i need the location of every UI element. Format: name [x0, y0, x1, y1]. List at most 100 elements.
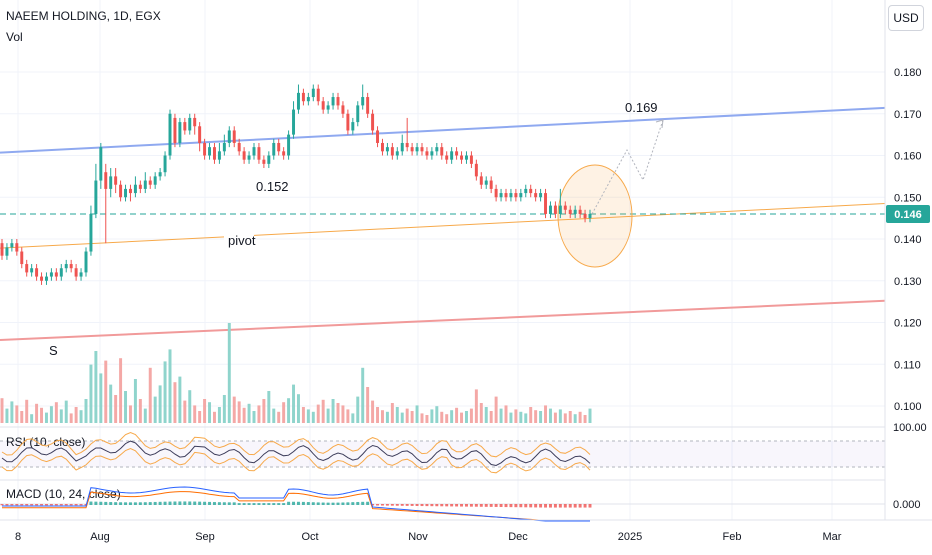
macd-histogram-bar: [44, 504, 48, 506]
volume-bar: [450, 410, 454, 423]
volume-bar: [128, 405, 132, 423]
volume-bar: [10, 401, 14, 423]
macd-histogram-bar: [203, 501, 207, 505]
macd-histogram-bar: [405, 504, 409, 506]
candle-body: [400, 142, 404, 152]
volume-bar: [287, 398, 291, 423]
volume-bar: [188, 390, 192, 423]
volume-bar: [262, 399, 266, 423]
volume-bar: [479, 403, 483, 423]
macd-histogram-bar: [79, 504, 83, 506]
macd-histogram-bar: [183, 501, 187, 505]
macd-histogram-bar: [109, 502, 113, 505]
volume-bar: [578, 411, 582, 423]
candle-body: [133, 184, 137, 194]
candle-body: [464, 155, 468, 160]
volume-bar: [331, 399, 335, 423]
volume-bar: [74, 407, 78, 423]
candle-body: [405, 142, 409, 148]
candle-body: [114, 176, 118, 185]
pivot-line: [0, 203, 886, 249]
volume-bar: [306, 409, 310, 423]
last-price-tag-label: 0.146: [894, 209, 922, 221]
candle-body: [420, 147, 424, 152]
macd-histogram-bar: [212, 502, 216, 505]
macd-histogram-bar: [509, 504, 513, 508]
volume-bar: [163, 361, 167, 423]
volume-bar: [198, 411, 202, 423]
macd-histogram-bar: [99, 501, 103, 505]
pivot-label-bg: [224, 232, 254, 248]
macd-histogram-bar: [400, 504, 404, 506]
volume-bar: [301, 407, 305, 423]
candle-body: [450, 151, 454, 160]
macd-histogram-bar: [460, 504, 464, 507]
macd-histogram-bar: [222, 502, 226, 505]
volume-bar: [222, 395, 226, 423]
time-tick-label: 2025: [618, 531, 642, 543]
price-tick-label: 0.140: [894, 234, 922, 246]
candle-body: [390, 147, 394, 156]
volume-bar: [410, 411, 414, 423]
macd-histogram-bar: [287, 501, 291, 505]
macd-histogram-bar: [479, 504, 483, 507]
candle-body: [306, 97, 310, 102]
candle-body: [30, 268, 34, 273]
candle-body: [499, 193, 503, 198]
candle-body: [178, 122, 182, 143]
time-tick-label: Oct: [301, 531, 318, 543]
macd-histogram-bar: [385, 504, 389, 506]
candle-body: [5, 247, 9, 256]
macd-histogram-bar: [54, 504, 58, 506]
macd-histogram-bar: [173, 501, 177, 505]
volume-bar: [178, 376, 182, 423]
candle-body: [588, 213, 592, 219]
candle-body: [534, 193, 538, 198]
macd-histogram-bar: [272, 503, 276, 505]
macd-histogram-bar: [390, 504, 394, 506]
candle-body: [296, 92, 300, 110]
volume-bar: [148, 367, 152, 423]
candle-body: [331, 97, 335, 106]
volume-bar: [380, 410, 384, 423]
rsi-tick-label: 100.00: [893, 422, 927, 434]
macd-histogram-bar: [74, 504, 78, 506]
price-tick-label: 0.110: [894, 359, 921, 371]
volume-bar: [321, 399, 325, 423]
candle-body: [489, 180, 493, 189]
candle-body: [212, 147, 216, 160]
currency-button[interactable]: USD: [888, 5, 924, 31]
volume-bar: [79, 410, 83, 423]
pivot-annotation: pivot: [228, 233, 256, 248]
volume-bar: [371, 400, 375, 423]
level-annotation: 0.152: [256, 179, 289, 194]
candle-body: [568, 209, 572, 214]
candle-body: [20, 251, 24, 265]
candle-body: [232, 130, 236, 143]
volume-bar: [133, 379, 137, 423]
volume-bar: [519, 411, 523, 423]
macd-histogram-bar: [548, 504, 552, 508]
candle-body: [153, 176, 157, 185]
candle-body: [40, 276, 44, 281]
macd-histogram-bar: [356, 501, 360, 505]
volume-bar: [440, 411, 444, 423]
macd-histogram-bar: [188, 501, 192, 505]
macd-histogram-bar: [430, 504, 434, 507]
rsi-band: [0, 441, 885, 467]
volume-bar: [316, 404, 320, 423]
volume-bar: [469, 408, 473, 423]
macd-histogram-bar: [35, 504, 39, 506]
volume-bar: [237, 401, 241, 423]
candle-body: [84, 251, 88, 273]
macd-histogram-bar: [553, 504, 557, 508]
volume-bar: [20, 411, 24, 423]
volume-bar: [212, 411, 216, 423]
volume-bar: [44, 412, 48, 423]
macd-histogram-bar: [252, 503, 256, 505]
volume-bar: [311, 411, 315, 423]
volume-bar: [484, 407, 488, 423]
volume-bar: [435, 406, 439, 423]
